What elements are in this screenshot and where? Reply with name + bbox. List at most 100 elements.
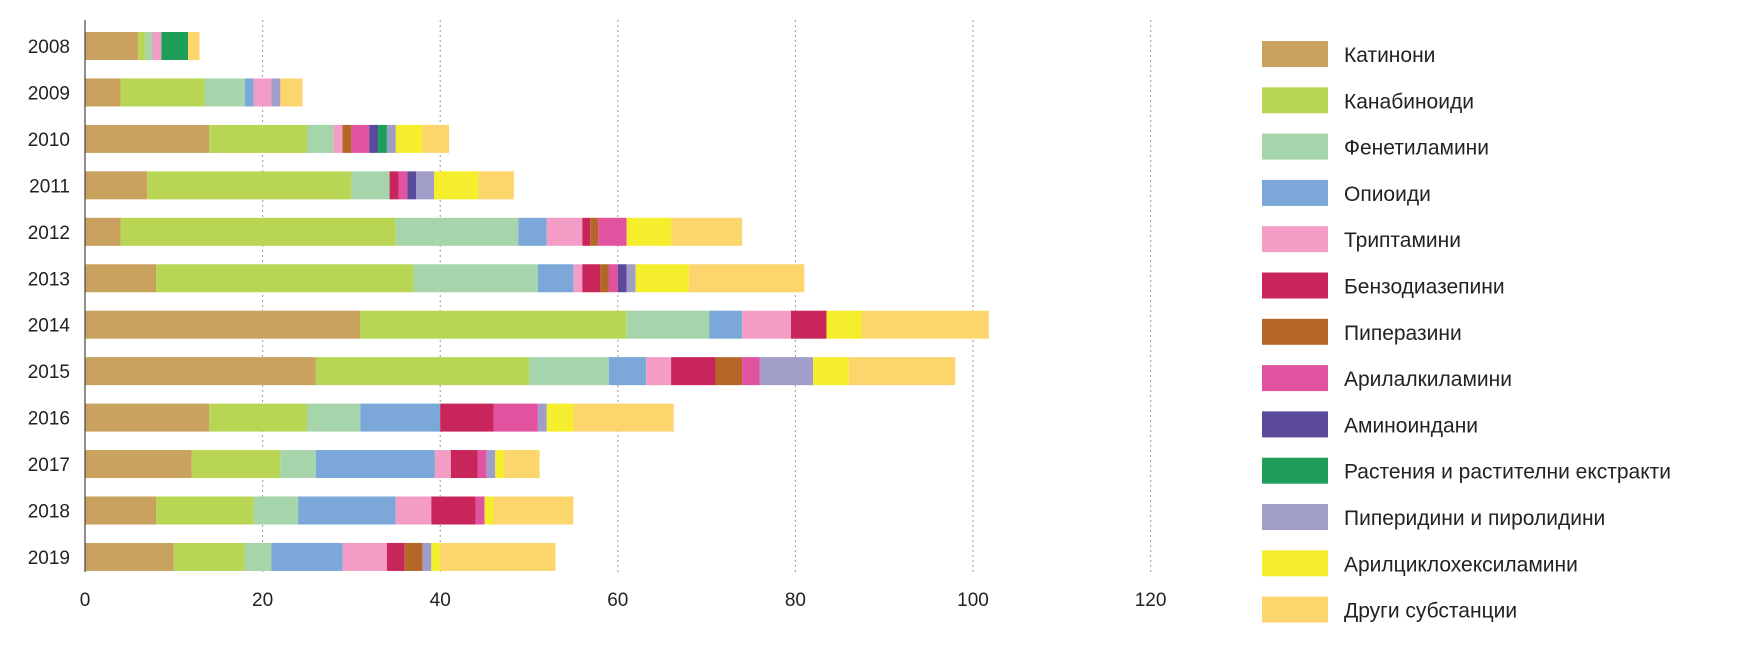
bar-segment <box>759 357 814 386</box>
bar-segment <box>333 124 343 153</box>
bar-segment <box>360 403 441 432</box>
legend-label: Опиоиди <box>1344 183 1431 206</box>
y-category-label: 2019 <box>28 548 70 569</box>
bar-segment <box>85 32 139 60</box>
bar-segment <box>315 357 529 386</box>
bar-segment <box>573 264 583 293</box>
bar-segment <box>280 78 303 107</box>
legend-label: Катинони <box>1344 44 1435 67</box>
bar-segment <box>495 450 505 479</box>
bar-segment <box>715 357 743 386</box>
bar-segment <box>85 264 157 293</box>
bar-segment <box>582 217 591 246</box>
bar-segment <box>271 78 281 107</box>
bar-segment <box>433 171 479 200</box>
bar-segment <box>85 542 174 571</box>
bar-segment <box>504 450 540 479</box>
bar-segment <box>413 264 538 293</box>
bar-segment <box>671 357 716 386</box>
legend-label: Аминоиндани <box>1344 414 1478 437</box>
x-tick-label: 40 <box>430 590 451 611</box>
bar-segment <box>688 264 805 293</box>
legend-swatch <box>1262 365 1328 392</box>
bar-segment <box>244 78 254 107</box>
x-tick-label: 120 <box>1135 590 1167 611</box>
bar-segment <box>85 78 121 107</box>
legend-swatch <box>1262 550 1328 577</box>
legend-label: Канабиноиди <box>1344 90 1474 113</box>
bar-segment <box>138 32 146 60</box>
bar-segment <box>431 542 441 571</box>
legend-label: Растения и растителни екстракти <box>1344 461 1671 484</box>
x-axis: 0 20 40 60 80 100 120 <box>80 20 1167 611</box>
bar-segment <box>537 264 574 293</box>
legend-label: Други субстанции <box>1344 600 1517 623</box>
y-category-label: 2014 <box>28 316 71 337</box>
legend-label: Бензодиазепини <box>1344 276 1505 299</box>
legend-swatch <box>1262 596 1328 623</box>
bar-segment <box>626 264 636 293</box>
bar-segment <box>546 217 583 246</box>
bar-segment <box>646 357 672 386</box>
bar-segment <box>475 496 485 525</box>
y-category-label: 2009 <box>28 83 70 104</box>
bar-segment <box>85 357 316 386</box>
bar-segment <box>600 264 609 293</box>
bar-segment <box>152 32 162 60</box>
bar-segment <box>431 496 476 525</box>
bar-segment <box>360 310 627 339</box>
legend-label: Пиперазини <box>1344 322 1462 345</box>
gridlines <box>262 20 1152 572</box>
legend-swatch <box>1262 504 1328 530</box>
bar-segment <box>85 124 210 153</box>
x-tick-label: 80 <box>785 590 806 611</box>
bar-segment <box>742 310 791 339</box>
bar-segment <box>398 171 408 200</box>
bar-segment <box>161 32 189 60</box>
bar-segment <box>156 264 414 293</box>
bar-segment <box>813 357 849 386</box>
bar-segment <box>342 542 387 571</box>
bar-segment <box>529 357 609 386</box>
bar-segment <box>120 78 205 107</box>
y-category-label: 2010 <box>28 130 70 151</box>
y-category-label: 2018 <box>28 502 70 523</box>
legend-swatch <box>1262 318 1328 345</box>
bar-segment <box>271 542 343 571</box>
y-category-label: 2016 <box>28 409 70 430</box>
bar-segment <box>407 171 417 200</box>
y-axis-labels: 2008 2009 2010 2011 2012 2013 2014 2015 2016 2017… <box>28 37 71 569</box>
x-tick-label: 0 <box>80 590 91 611</box>
bar-segment <box>209 403 307 432</box>
bar-segment <box>573 403 674 432</box>
bar-segment <box>395 217 519 246</box>
bar-segment <box>478 171 514 200</box>
legend-label: Триптамини <box>1344 229 1461 252</box>
legend-swatch <box>1262 87 1328 114</box>
bar-segment <box>147 171 352 200</box>
bar-segment <box>85 496 157 525</box>
x-tick-label: 100 <box>957 590 989 611</box>
bar-segment <box>280 450 316 479</box>
legend-swatch <box>1262 133 1328 160</box>
legend-label: Арилциклохексиламини <box>1344 553 1578 576</box>
bar-segment <box>537 403 547 432</box>
legend-swatch <box>1262 41 1328 67</box>
bar-segment <box>244 542 272 571</box>
legend: Катинони Канабиноиди Фенетиламини Опиоиди Тр… <box>1262 41 1671 623</box>
bar-segment <box>709 310 743 339</box>
bar-segment <box>484 496 494 525</box>
bar-segment <box>671 217 743 246</box>
bar-segment <box>145 32 153 60</box>
bar-segment <box>298 496 396 525</box>
bar-segment <box>826 310 862 339</box>
bar-segment <box>307 403 361 432</box>
legend-label: Фенетиламини <box>1344 137 1489 160</box>
bar-segment <box>85 310 361 339</box>
bar-segment <box>450 450 478 479</box>
legend-swatch <box>1262 179 1328 206</box>
bar-segment <box>598 217 627 246</box>
bar-segment <box>486 450 496 479</box>
bar-segment <box>386 542 405 571</box>
bar-segment <box>307 124 334 153</box>
